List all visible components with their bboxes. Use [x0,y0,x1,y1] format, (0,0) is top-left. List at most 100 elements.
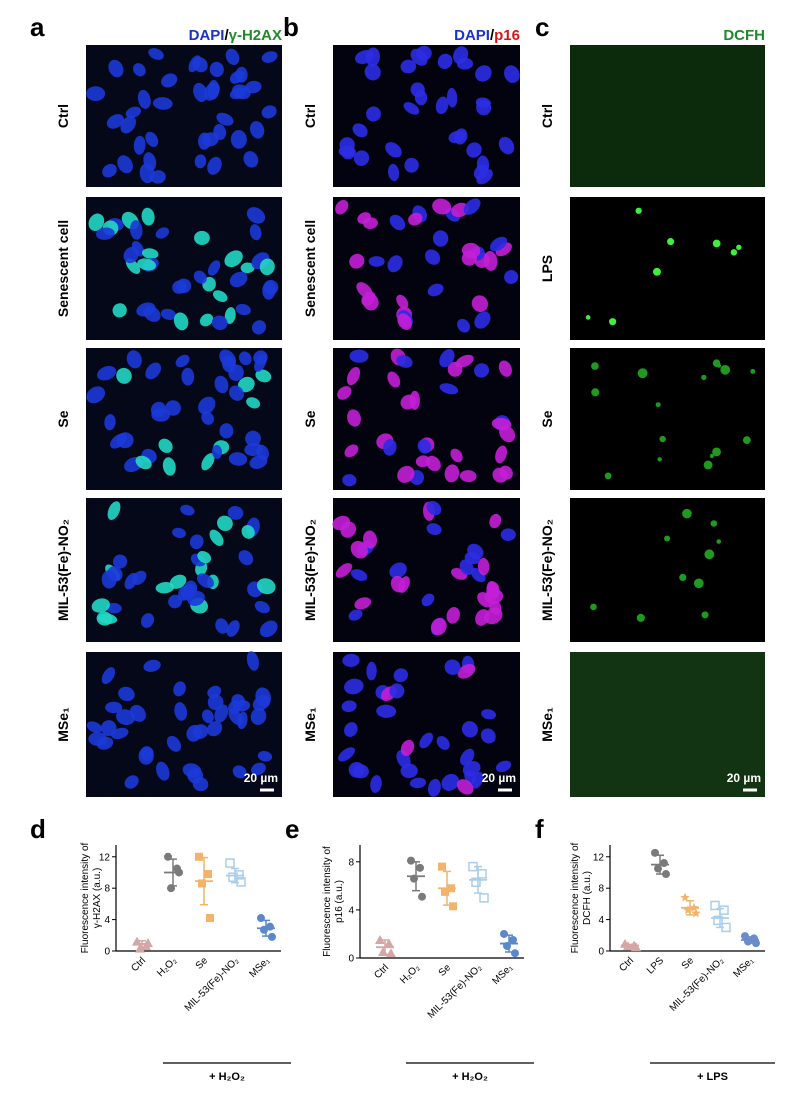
nucleus [354,597,372,610]
data-point [479,893,489,903]
nucleus [245,430,261,447]
data-point [660,859,668,868]
nucleus [439,349,455,368]
nucleus [455,354,474,368]
fluorescent-spot [637,368,648,379]
nucleus [474,363,490,378]
nucleus [123,246,139,264]
fluorescent-spot [667,238,675,246]
y-axis-label: γ-H2AX (a.u.) [92,868,103,929]
nucleus [106,602,122,614]
nucleus [198,396,216,415]
data-point [631,942,641,952]
data-point [447,884,455,893]
nucleus [155,582,175,594]
nucleus [225,48,240,66]
data-point [449,902,457,911]
nucleus [457,663,476,679]
nucleus [342,474,357,487]
nucleus [106,114,124,129]
data-point [135,943,145,953]
nucleus [246,651,259,671]
nucleus [439,383,459,395]
nucleus [393,668,409,683]
y-tick-label: 12 [593,852,605,863]
nucleus [230,130,247,149]
micrograph [570,197,765,340]
nucleus [451,202,469,218]
fluorescent-spot [742,436,751,445]
data-point [689,902,699,912]
nucleus [441,773,460,791]
nucleus [495,760,512,773]
data-point [418,892,426,901]
header-part: DAPI [189,27,225,44]
bracket-label: + H₂O₂ [209,1071,245,1083]
nucleus [432,230,449,247]
nucleus [110,433,127,449]
nucleus [492,467,508,483]
fluorescent-spot [693,578,704,589]
data-point [375,934,385,944]
nucleus [446,607,460,624]
nucleus [261,51,278,63]
nucleus [229,385,244,401]
nucleus [476,155,490,174]
nucleus [118,686,135,702]
fluorescent-spot [736,244,742,250]
panel-letter: f [535,814,544,844]
y-axis-label: p16 (a.u.) [334,880,345,923]
nucleus [158,438,173,453]
nucleus [397,313,412,330]
row-label: Senescent cell [55,220,71,317]
data-point [441,887,449,896]
nucleus [332,515,351,531]
nucleus [86,721,103,734]
row-label: MIL-53(Fe)-NO₂ [302,519,318,621]
nucleus [101,667,116,685]
nucleus [436,735,450,750]
nucleus [117,155,133,174]
nucleus [140,746,154,761]
nucleus [389,683,405,699]
nucleus [480,728,496,744]
x-tick-label: Se [680,955,697,972]
nucleus [466,142,482,158]
data-point [236,877,246,887]
fluorescent-spot [657,457,662,462]
data-point [175,868,183,877]
nucleus [398,576,410,593]
data-point [386,948,396,958]
nucleus [207,260,221,276]
y-tick-label: 4 [598,915,604,926]
row-label: Se [539,410,555,427]
nucleus [432,198,452,215]
nucleus [259,258,275,276]
nucleus [161,73,178,88]
x-tick-label: MSe₁ [731,955,756,980]
nucleus [461,721,478,738]
data-point [225,858,235,868]
nucleus [105,701,123,714]
nucleus [244,442,263,457]
nucleus [404,157,419,173]
nucleus [500,528,516,542]
nucleus [231,694,245,708]
nucleus [255,687,271,707]
nucleus [156,761,170,781]
fluorescent-spot [653,267,661,276]
bracket-label: + LPS [697,1071,728,1083]
nucleus [387,371,401,388]
row-label: LPS [539,255,555,282]
nucleus [124,775,139,789]
nucleus [133,135,146,155]
nucleus [155,227,170,239]
nucleus [477,557,490,576]
nucleus [188,55,201,73]
nucleus [108,59,124,78]
nucleus [193,82,208,102]
nucleus [471,295,489,313]
nucleus [416,45,432,61]
nucleus [346,367,361,386]
data-point [509,935,517,944]
